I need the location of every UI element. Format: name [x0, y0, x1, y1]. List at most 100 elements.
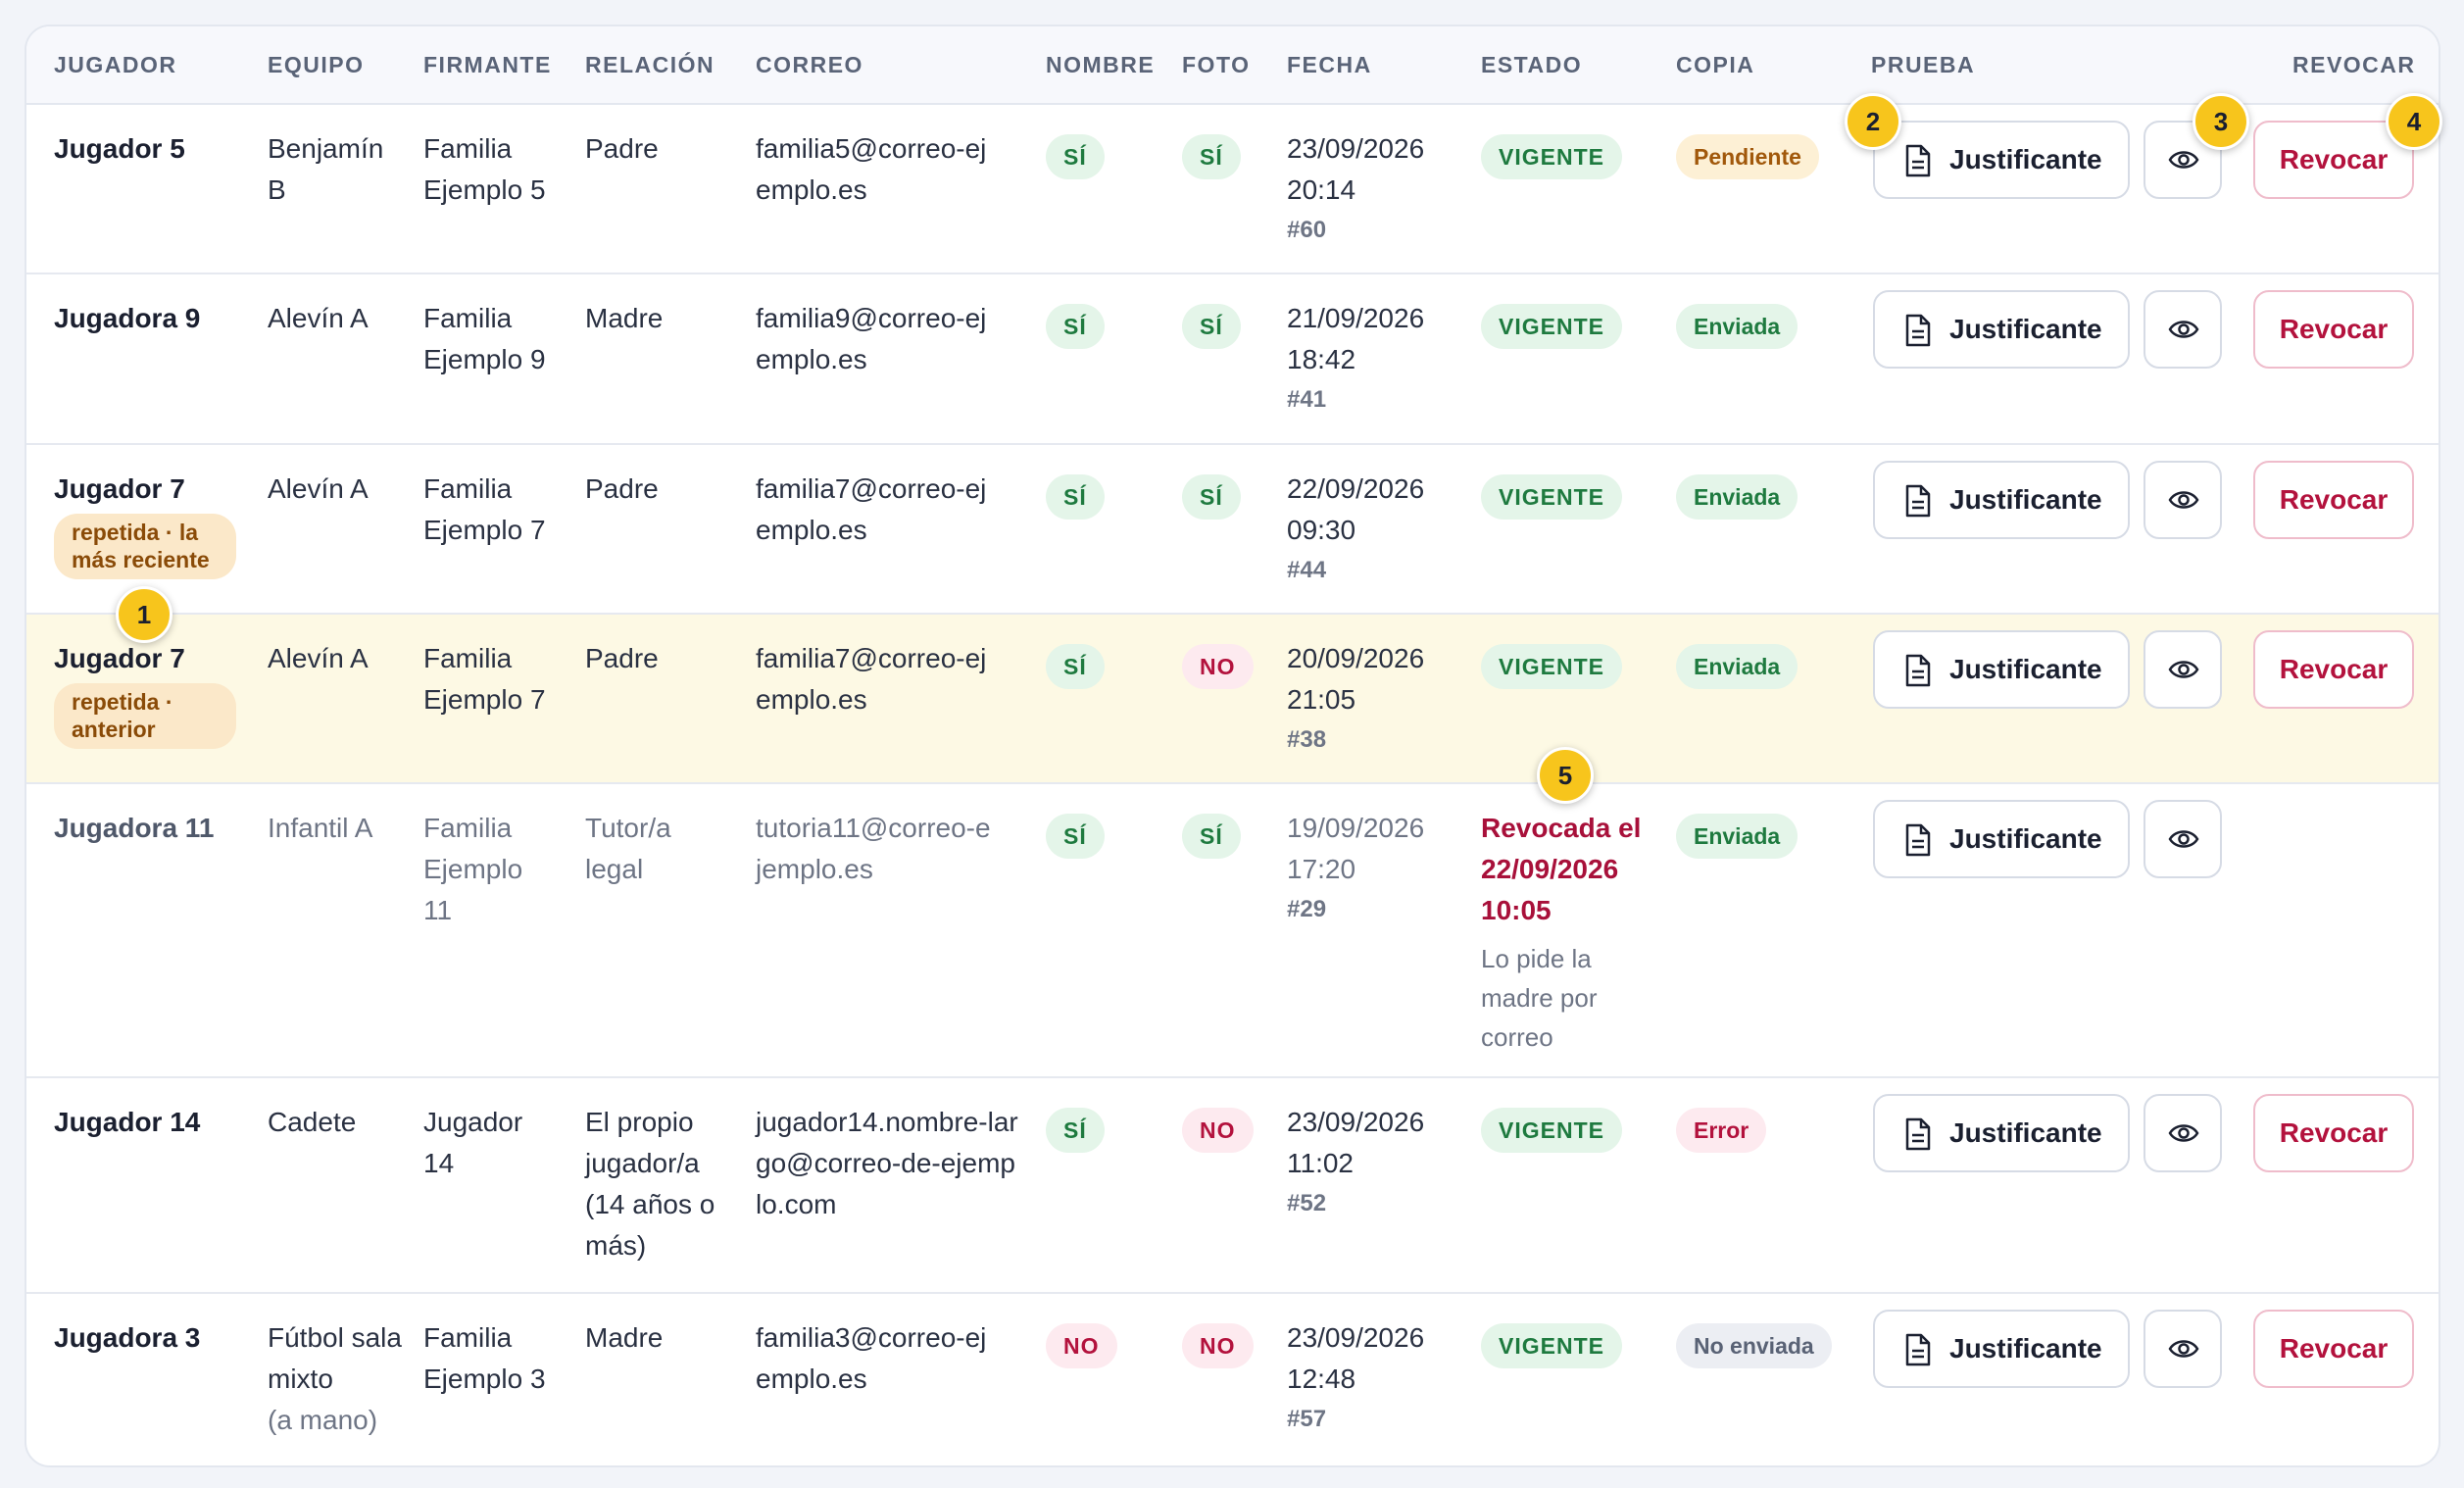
col-revocar: REVOCAR [2292, 52, 2416, 77]
table-row: Jugador 14 Cadete Jugador 14 El propio j… [26, 1078, 2439, 1294]
name-consent-badge: SÍ [1046, 304, 1105, 349]
col-foto: FOTO [1182, 52, 1251, 77]
receipt-button[interactable]: Justificante [1873, 461, 2130, 539]
col-fecha: FECHA [1287, 52, 1372, 77]
copy-status-badge: No enviada [1676, 1323, 1832, 1368]
receipt-button[interactable]: Justificante [1873, 1094, 2130, 1172]
copy-status-badge: Enviada [1676, 814, 1799, 859]
view-button[interactable] [2144, 800, 2222, 878]
receipt-label: Justificante [1949, 1117, 2102, 1148]
name-consent-badge: SÍ [1046, 474, 1105, 520]
team-manual-note: (a mano) [268, 1405, 378, 1435]
eye-icon [2168, 491, 2199, 509]
revoke-button[interactable]: Revocar [2253, 461, 2414, 539]
signed-date: 23/09/2026 12:48 #57 [1287, 1317, 1454, 1439]
signed-date: 20/09/2026 21:05 #38 [1287, 638, 1454, 760]
relation: El propio jugador/a (14 años o más) [585, 1107, 715, 1261]
revoke-button[interactable]: Revocar [2253, 1094, 2414, 1172]
signed-date: 23/09/2026 20:14 #60 [1287, 128, 1454, 250]
table-row: Jugadora 9 Alevín A Familia Ejemplo 9 Ma… [26, 274, 2439, 445]
email: tutoria11@correo-ejemplo.es [756, 813, 991, 884]
photo-consent-badge: SÍ [1182, 474, 1241, 520]
signed-date: 22/09/2026 09:30 #44 [1287, 469, 1454, 590]
status-badge: VIGENTE [1481, 134, 1622, 179]
relation: Madre [585, 1322, 664, 1353]
receipt-button[interactable]: Justificante [1873, 290, 2130, 369]
player-name: Jugadora 9 [54, 303, 201, 333]
signer: Familia Ejemplo 5 [423, 133, 546, 205]
eye-icon [2168, 321, 2199, 338]
receipt-label: Justificante [1949, 314, 2102, 344]
annotation-marker-4: 4 [2386, 93, 2442, 150]
name-consent-badge: SÍ [1046, 644, 1105, 689]
annotation-marker-5: 5 [1537, 747, 1594, 804]
receipt-button[interactable]: Justificante [1873, 800, 2130, 878]
relation: Padre [585, 643, 659, 673]
revoked-reason: Lo pide la madre por correo [1481, 944, 1598, 1052]
photo-consent-badge: NO [1182, 1323, 1254, 1368]
view-button[interactable] [2144, 1310, 2222, 1388]
status-badge: VIGENTE [1481, 304, 1622, 349]
document-icon [1905, 654, 1931, 687]
table-row: Jugadora 3 Fútbol sala mixto (a mano) Fam… [26, 1294, 2439, 1467]
eye-icon [2168, 151, 2199, 169]
view-button[interactable] [2144, 630, 2222, 709]
receipt-label: Justificante [1949, 654, 2102, 684]
revoke-button[interactable]: Revocar [2253, 1310, 2414, 1388]
receipt-button[interactable]: Justificante [1873, 630, 2130, 709]
eye-icon [2168, 1124, 2199, 1142]
copy-status-badge: Enviada [1676, 304, 1799, 349]
team: Cadete [268, 1107, 357, 1137]
revoke-button[interactable]: Revocar [2253, 290, 2414, 369]
team: Benjamín B [268, 133, 384, 205]
email: familia5@correo-ejemplo.es [756, 133, 987, 205]
col-estado: ESTADO [1481, 52, 1583, 77]
revoke-button[interactable]: Revocar [2253, 121, 2414, 199]
view-button[interactable] [2144, 1094, 2222, 1172]
consent-id: #41 [1287, 386, 1327, 413]
receipt-label: Justificante [1949, 484, 2102, 515]
signer: Familia Ejemplo 7 [423, 473, 546, 545]
duplicate-badge: repetida · la más reciente [54, 514, 236, 579]
receipt-button[interactable]: Justificante [1873, 1310, 2130, 1388]
view-button[interactable] [2144, 461, 2222, 539]
player-name: Jugador 14 [54, 1107, 201, 1137]
annotation-marker-3: 3 [2193, 93, 2249, 150]
signer: Jugador 14 [423, 1107, 523, 1178]
status-badge: VIGENTE [1481, 1323, 1622, 1368]
annotation-marker-2: 2 [1845, 93, 1901, 150]
signed-date: 21/09/2026 18:42 #41 [1287, 298, 1454, 420]
consent-id: #44 [1287, 557, 1327, 583]
email: jugador14.nombre-largo@correo-de-ejemplo… [756, 1107, 1018, 1219]
receipt-button[interactable]: Justificante [1873, 121, 2130, 199]
signer: Familia Ejemplo 11 [423, 813, 523, 925]
table-row: Jugador 7 repetida · la más reciente Ale… [26, 445, 2439, 615]
document-icon [1905, 1333, 1931, 1366]
annotation-marker-1: 1 [116, 586, 172, 643]
copy-status-badge: Error [1676, 1108, 1767, 1153]
revoked-label: Revocada el 22/09/2026 10:05 [1481, 813, 1642, 925]
consent-id: #60 [1287, 217, 1327, 243]
duplicate-badge: repetida · anterior [54, 683, 236, 749]
revoke-button[interactable]: Revocar [2253, 630, 2414, 709]
consents-table: JUGADOR EQUIPO FIRMANTE RELACIÓN CORREO … [25, 25, 2442, 1467]
status-badge: VIGENTE [1481, 474, 1622, 520]
team: Alevín A [268, 473, 369, 504]
name-consent-badge: SÍ [1046, 1108, 1105, 1153]
email: familia9@correo-ejemplo.es [756, 303, 987, 374]
col-prueba: PRUEBA [1871, 52, 1976, 77]
view-button[interactable] [2144, 290, 2222, 369]
team: Fútbol sala mixto (a mano) [268, 1317, 405, 1441]
player-name: Jugadora 3 [54, 1322, 201, 1353]
col-relacion: RELACIÓN [585, 52, 715, 77]
copy-status-badge: Enviada [1676, 644, 1799, 689]
player-name: Jugador 7 [54, 473, 185, 504]
document-icon [1905, 1117, 1931, 1151]
email: familia7@correo-ejemplo.es [756, 473, 987, 545]
player-name: Jugador 5 [54, 133, 185, 164]
name-consent-badge: SÍ [1046, 814, 1105, 859]
email: familia7@correo-ejemplo.es [756, 643, 987, 715]
photo-consent-badge: SÍ [1182, 134, 1241, 179]
team: Infantil A [268, 813, 373, 843]
player-name: Jugador 7 [54, 643, 185, 673]
